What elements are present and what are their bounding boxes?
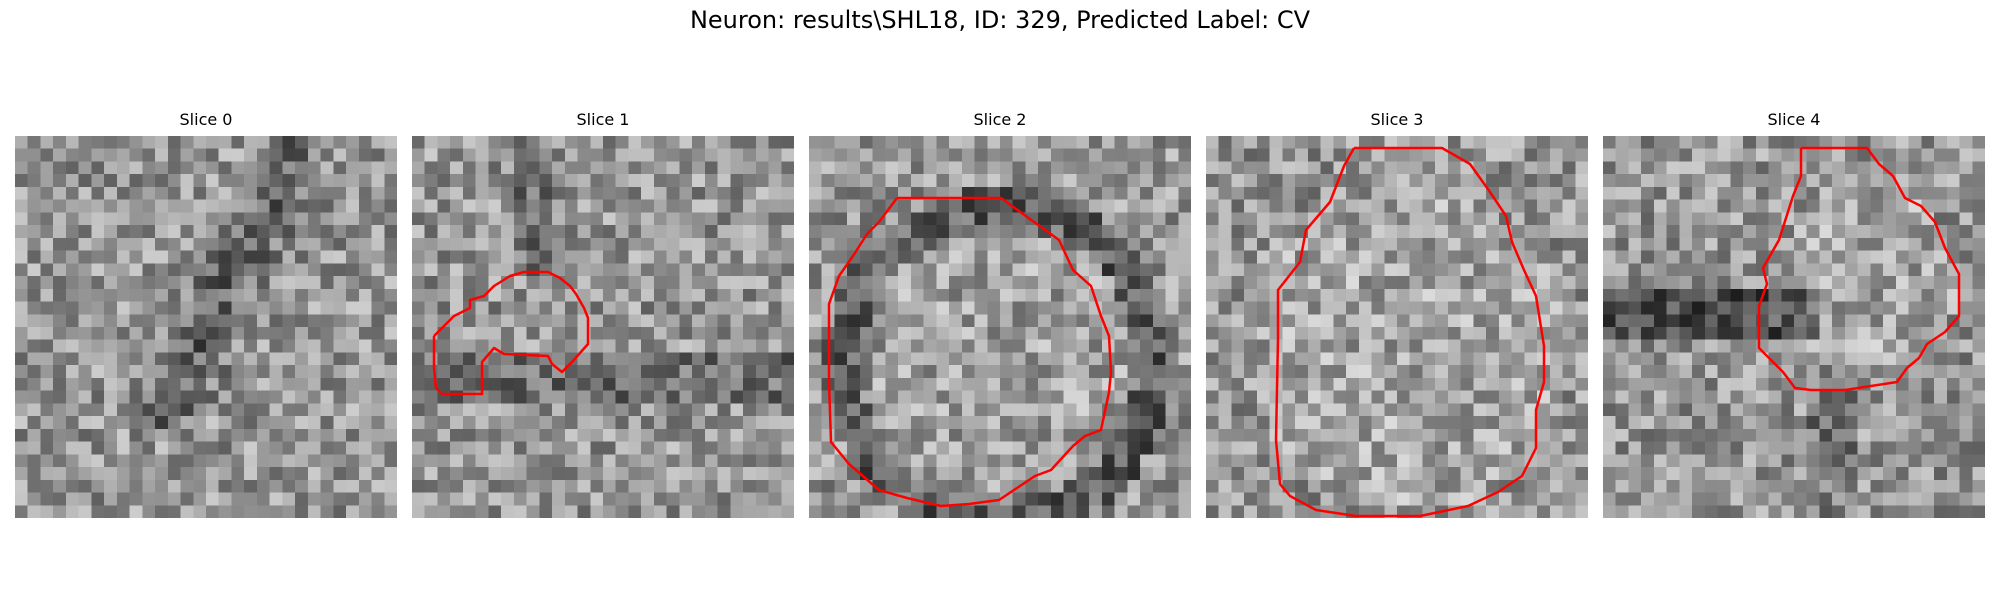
slice-title-3: Slice 3	[1370, 110, 1424, 129]
slice-panel-1: Slice 1	[412, 110, 794, 518]
segmentation-contour-3	[1274, 146, 1546, 518]
slice-title-1: Slice 1	[576, 110, 630, 129]
slice-panel-4: Slice 4	[1603, 110, 1985, 518]
segmentation-contour-2	[827, 196, 1113, 508]
slice-image-1	[412, 136, 794, 518]
slice-image-3	[1206, 136, 1588, 518]
slice-title-2: Slice 2	[973, 110, 1027, 129]
slice-panel-2: Slice 2	[809, 110, 1191, 518]
slice-panel-3: Slice 3	[1206, 110, 1588, 518]
segmentation-contour-4	[1757, 146, 1961, 392]
slice-image-2	[809, 136, 1191, 518]
slice-title-0: Slice 0	[179, 110, 233, 129]
slice-title-4: Slice 4	[1767, 110, 1821, 129]
segmentation-contour-1	[432, 270, 590, 396]
figure-title: Neuron: results\SHL18, ID: 329, Predicte…	[689, 6, 1311, 34]
slice-panel-0: Slice 0	[15, 110, 397, 518]
slice-image-4	[1603, 136, 1985, 518]
slice-image-0	[15, 136, 397, 518]
